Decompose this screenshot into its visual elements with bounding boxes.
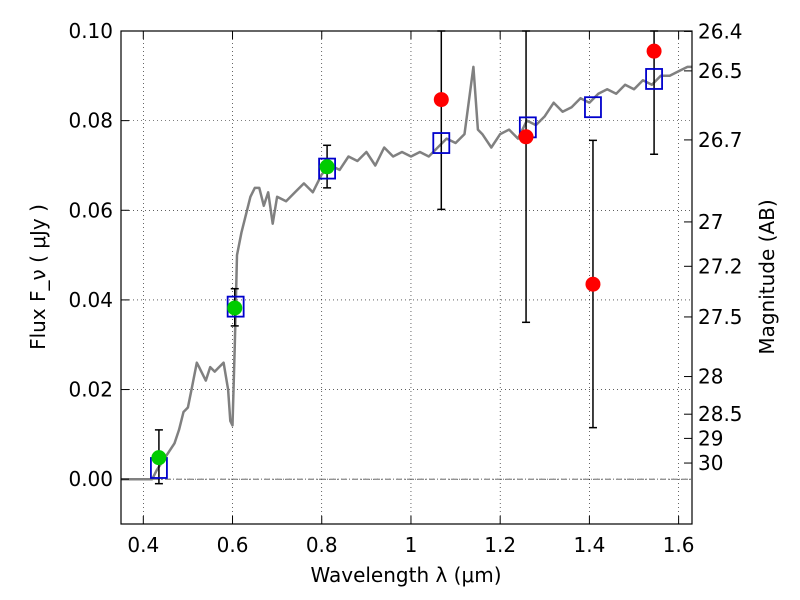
y-tick-label: 0.04 xyxy=(68,288,113,312)
y-tick-label: 0.08 xyxy=(68,109,113,133)
sed-line xyxy=(121,65,692,481)
model-band-square xyxy=(318,157,336,180)
right-tick-label: 28.5 xyxy=(698,402,743,426)
right-tick-label: 28 xyxy=(698,365,723,389)
right-tick-label: 26.7 xyxy=(698,128,743,152)
x-tick-label: 1.2 xyxy=(484,533,516,557)
x-tick-label: 0.6 xyxy=(217,533,249,557)
observed-point-green xyxy=(227,300,243,316)
y-tick-label: 0.06 xyxy=(68,198,113,222)
observed-point-green xyxy=(319,159,335,175)
axis-ticks: 0.4 0.6 0.8 1 1.2 1.4 1.6 0.00 0.02 0.04 0.06 0.08 0… xyxy=(68,19,742,557)
right-tick-label: 27.5 xyxy=(698,305,743,329)
right-tick-label: 27 xyxy=(698,210,723,234)
y-tick-label: 0.02 xyxy=(68,378,113,402)
right-tick-label: 26.4 xyxy=(698,19,743,43)
observed-point-red xyxy=(518,129,534,145)
model-sed-curve xyxy=(121,65,692,481)
right-tick-label: 26.5 xyxy=(698,59,743,83)
x-tick-label: 1.6 xyxy=(663,533,695,557)
x-tick-label: 1.4 xyxy=(573,533,605,557)
model-band-square xyxy=(432,132,451,154)
x-tick-label: 0.8 xyxy=(306,533,338,557)
observed-markers xyxy=(151,43,662,466)
model-band-square xyxy=(645,68,663,90)
right-tick-label: 30 xyxy=(698,451,723,475)
plot-background xyxy=(121,31,692,524)
right-tick-label: 29 xyxy=(698,426,723,450)
y-axis-label: Flux F_ν ( μJy ) xyxy=(26,204,50,350)
model-band-square xyxy=(584,96,602,119)
x-tick-label: 0.4 xyxy=(127,533,159,557)
observed-point-red xyxy=(585,276,601,292)
observed-point-green xyxy=(151,450,167,466)
x-axis-label: Wavelength λ (μm) xyxy=(310,563,501,587)
plot-frame xyxy=(120,30,693,525)
observed-point-red xyxy=(433,92,449,108)
observed-point-red xyxy=(646,43,662,59)
y-tick-label: 0.10 xyxy=(68,19,113,43)
y-tick-label: 0.00 xyxy=(68,467,113,491)
y-axis-right-label: Magnitude (AB) xyxy=(755,199,779,354)
right-tick-label: 27.2 xyxy=(698,254,743,278)
x-tick-label: 1 xyxy=(405,533,418,557)
